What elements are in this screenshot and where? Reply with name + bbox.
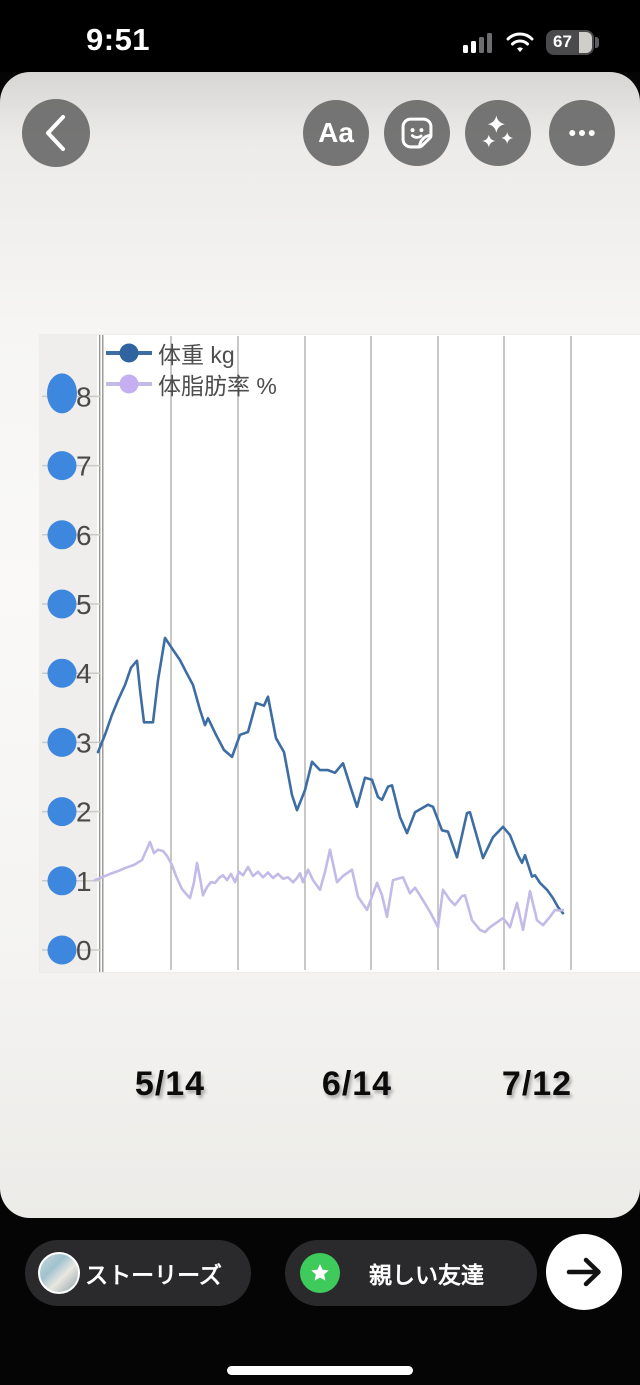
weight-series-marker-icon (106, 343, 152, 362)
sticker-tool-button[interactable] (384, 100, 450, 166)
share-to-close-friends-button[interactable]: 親しい友達 (285, 1240, 537, 1306)
svg-text:6: 6 (76, 520, 92, 551)
battery-indicator: 67 (546, 30, 599, 55)
bodyfat-series-marker-icon (106, 374, 152, 393)
svg-text:3: 3 (76, 727, 92, 758)
story-canvas[interactable]: Aa (0, 72, 640, 1218)
send-next-button[interactable] (546, 1234, 622, 1310)
share-bar: ストーリーズ 親しい友達 (0, 1218, 640, 1385)
chart-legend: 体重 kg 体脂肪率 % (106, 337, 277, 399)
svg-text:0: 0 (76, 935, 92, 966)
svg-text:5: 5 (76, 589, 92, 620)
chart-card: 8 7 6 5 4 3 2 1 0 体重 kg 体脂肪率 % (40, 335, 640, 972)
legend-item-weight: 体重 kg (106, 337, 277, 368)
battery-nub (595, 37, 599, 48)
stories-button-label: ストーリーズ (85, 1262, 222, 1288)
close-friends-button-label: 親しい友達 (369, 1262, 484, 1288)
battery-percent: 67 (553, 32, 572, 51)
more-ellipsis-icon (569, 130, 595, 136)
svg-text:1: 1 (76, 866, 92, 897)
text-tool-button[interactable]: Aa (303, 100, 369, 166)
status-time: 9:51 (86, 22, 151, 57)
y-axis-strip (40, 335, 97, 972)
status-bar: 9:51 67 (0, 0, 640, 72)
x-axis-label-2: 6/14 (321, 1065, 393, 1103)
svg-text:7: 7 (76, 451, 92, 482)
profile-avatar (38, 1252, 80, 1294)
wifi-icon (506, 32, 534, 52)
battery-fill (579, 32, 592, 53)
sparkles-icon (482, 115, 513, 148)
close-friends-star-icon (300, 1253, 340, 1293)
svg-text:8: 8 (76, 381, 92, 412)
back-button[interactable] (22, 99, 90, 167)
legend-label-bodyfat: 体脂肪率 % (158, 372, 277, 399)
svg-text:2: 2 (76, 797, 92, 828)
legend-item-bodyfat: 体脂肪率 % (106, 368, 277, 399)
weight-chart: 8 7 6 5 4 3 2 1 0 (42, 335, 572, 972)
chevron-left-icon (46, 115, 65, 151)
more-options-button[interactable] (549, 100, 615, 166)
svg-text:4: 4 (76, 658, 92, 689)
status-icons: 67 (463, 30, 599, 55)
legend-label-weight: 体重 kg (158, 341, 235, 368)
sticker-icon (401, 117, 433, 149)
text-tool-icon: Aa (318, 117, 354, 148)
x-axis-label-3: 7/12 (501, 1065, 573, 1103)
home-indicator[interactable] (227, 1366, 413, 1375)
x-axis-label-1: 5/14 (134, 1065, 206, 1103)
share-to-stories-button[interactable]: ストーリーズ (25, 1240, 251, 1306)
effects-tool-button[interactable] (465, 100, 531, 166)
arrow-right-icon (566, 1257, 601, 1287)
cellular-signal-icon (463, 33, 492, 53)
